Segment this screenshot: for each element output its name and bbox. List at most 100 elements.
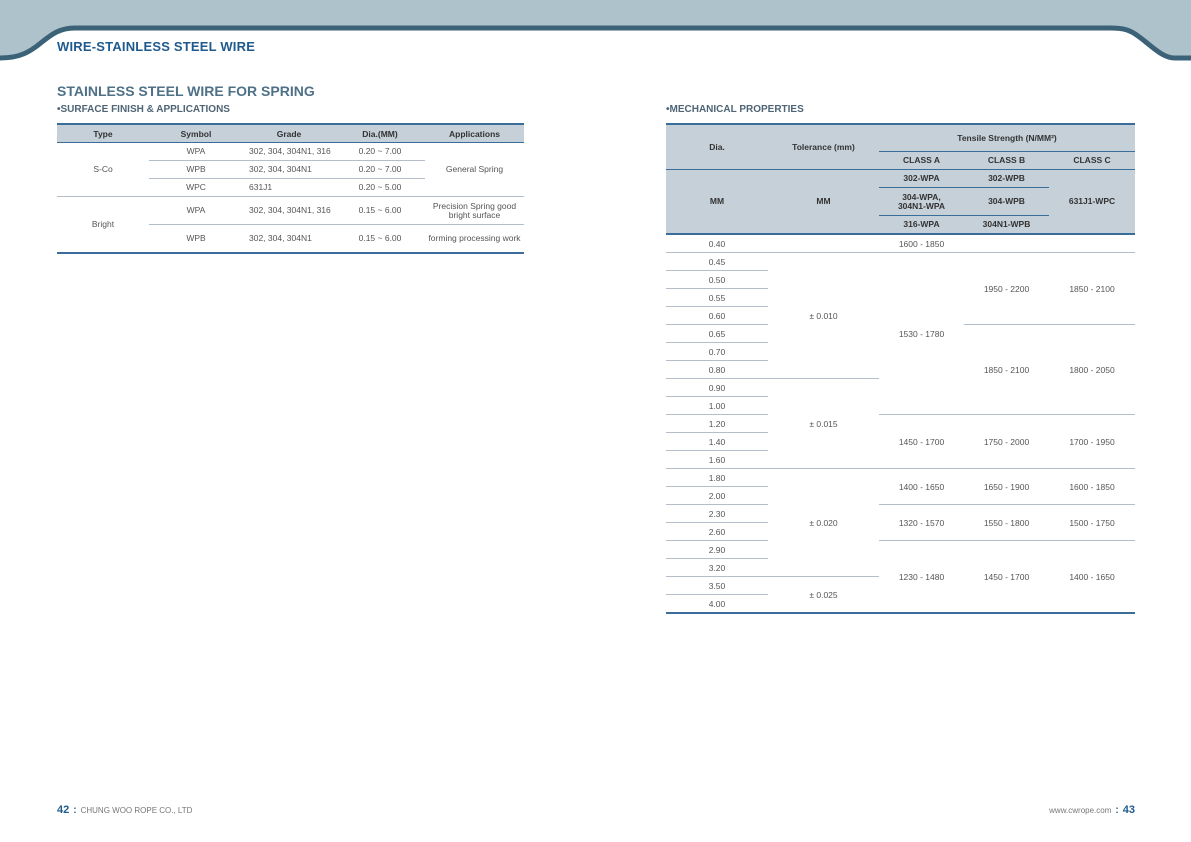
- class-a-cell: 1400 - 1650: [879, 468, 964, 505]
- dia-cell: 0.45: [666, 252, 768, 271]
- table-row: 0.90 ± 0.015: [666, 378, 1135, 469]
- tolerance-cell: ± 0.010: [768, 252, 879, 379]
- dia-cell: 0.20 ~ 5.00: [335, 178, 425, 197]
- grade-cell: 302, 304, 304N1, 316: [243, 196, 335, 225]
- footer-right: www.cwrope.com:43: [1049, 804, 1135, 816]
- grade-cell: 631J1: [243, 178, 335, 197]
- class-b-cell: 1650 - 1900: [964, 468, 1049, 505]
- table-row: 1.20 1450 - 1700 1750 - 2000 1700 - 1950: [666, 414, 1136, 469]
- dia-cell: 1.20: [666, 414, 768, 433]
- table-row: WPB 302, 304, 304N1 0.20 ~ 7.00: [57, 160, 524, 179]
- dia-cell: 0.55: [666, 288, 768, 307]
- dia-cell: 2.30: [666, 504, 768, 523]
- dia-cell: 3.20: [666, 558, 768, 577]
- col-header-tensile: Tensile Strength (N/MM²): [879, 123, 1136, 152]
- class-a-cell: 1230 - 1480: [879, 540, 964, 614]
- table-row: 2.00: [666, 486, 1135, 505]
- grade-304-wpa: 304-WPA, 304N1-WPA: [879, 187, 964, 216]
- application-cell: forming processing work: [425, 224, 524, 254]
- dia-cell: 0.90: [666, 378, 768, 397]
- symbol-cell: WPB: [149, 160, 243, 179]
- col-header-grade: Grade: [243, 123, 335, 143]
- table-row: 3.20: [666, 558, 1135, 577]
- table-row: 0.80: [666, 360, 1135, 379]
- tolerance-cell: ± 0.020: [768, 468, 879, 577]
- table-row: WPB 302, 304, 304N1 0.15 ~ 6.00 forming …: [57, 224, 524, 254]
- col-header-symbol: Symbol: [149, 123, 243, 143]
- dia-cell: 1.80: [666, 468, 768, 487]
- class-c-cell: 1700 - 1950: [1049, 414, 1136, 469]
- dia-cell: 0.80: [666, 360, 768, 379]
- tolerance-cell: ± 0.025: [768, 576, 879, 614]
- dia-cell: 4.00: [666, 594, 768, 614]
- class-c-cell: 1850 - 2100: [1049, 252, 1136, 325]
- col-header-class-c: CLASS C: [1049, 151, 1136, 170]
- class-c-cell: 1800 - 2050: [1049, 324, 1136, 415]
- class-a-cell: 1320 - 1570: [879, 504, 964, 541]
- footer-separator: :: [1115, 805, 1119, 816]
- class-b-cell: 1750 - 2000: [964, 414, 1049, 469]
- col-header-applications: Applications: [425, 123, 524, 143]
- dia-cell: 0.15 ~ 6.00: [335, 196, 425, 225]
- table-row: 2.30 1320 - 1570 1550 - 1800 1500 - 1750: [666, 504, 1136, 541]
- dia-cell: 1.40: [666, 432, 768, 451]
- symbol-cell: WPA: [149, 196, 243, 225]
- dia-cell: 0.20 ~ 7.00: [335, 160, 425, 179]
- mech-heading: •MECHANICAL PROPERTIES: [666, 104, 804, 115]
- dia-cell: 3.50: [666, 576, 768, 595]
- grade-631j1-wpc: 631J1-WPC: [1049, 169, 1136, 235]
- footer-left: 42: CHUNG WOO ROPE CO., LTD: [57, 804, 192, 816]
- dia-cell: 0.15 ~ 6.00: [335, 224, 425, 254]
- unit-mm-tolerance: MM: [768, 169, 879, 235]
- class-b-cell: [964, 234, 1049, 253]
- type-cell: Bright: [57, 196, 149, 254]
- table-row: WPC 631J1 0.20 ~ 5.00: [57, 178, 524, 197]
- table-row: 0.40 1600 - 1850: [666, 234, 1136, 253]
- table-row: 1.00: [666, 396, 1135, 415]
- dia-cell: 0.50: [666, 270, 768, 289]
- surface-heading: •SURFACE FINISH & APPLICATIONS: [57, 104, 230, 115]
- table-row: S-Co WPA 302, 304, 304N1, 316 0.20 ~ 7.0…: [57, 142, 524, 197]
- website-url: www.cwrope.com: [1049, 806, 1112, 815]
- class-b-cell: 1950 - 2200: [964, 252, 1049, 325]
- table-row: 0.45 ± 0.010 1530 - 1780 1950 - 2200 1850 - …: [666, 252, 1136, 415]
- class-a-cell: 1600 - 1850: [879, 234, 964, 253]
- class-a-cell: 1450 - 1700: [879, 414, 964, 469]
- col-header-type: Type: [57, 123, 149, 143]
- class-a-cell: 1530 - 1780: [879, 252, 964, 415]
- mech-body: 0.40 1600 - 1850 0.45 ± 0.010 1530 - 1780 195…: [666, 234, 1136, 614]
- col-header-class-a: CLASS A: [879, 151, 964, 170]
- dia-cell: 1.60: [666, 450, 768, 469]
- company-name: CHUNG WOO ROPE CO., LTD: [80, 806, 193, 815]
- tolerance-cell: ± 0.015: [768, 378, 879, 469]
- page-number-right: 43: [1122, 804, 1135, 816]
- dia-cell: 0.20 ~ 7.00: [335, 142, 425, 161]
- table-row: 0.55: [666, 288, 1135, 307]
- unit-mm-dia: MM: [666, 169, 768, 235]
- surface-finish-table: Type Symbol Grade Dia.(MM) Applications …: [57, 123, 524, 254]
- table-row: 1.60: [666, 450, 1135, 469]
- application-cell: General Spring: [425, 142, 524, 197]
- table-row: 0.65 1850 - 2100 1800 - 2050: [666, 324, 1136, 415]
- dia-cell: 0.60: [666, 306, 768, 325]
- symbol-cell: WPC: [149, 178, 243, 197]
- mechanical-properties-table: Dia. Tolerance (mm) Tensile Strength (N/…: [666, 123, 1136, 614]
- table-row: 0.60: [666, 306, 1135, 325]
- col-header-tolerance: Tolerance (mm): [768, 123, 879, 170]
- footer-separator: :: [73, 805, 77, 816]
- table-row: Bright WPA 302, 304, 304N1, 316 0.15 ~ 6…: [57, 196, 524, 254]
- dia-cell: 1.00: [666, 396, 768, 415]
- class-c-cell: [1049, 234, 1136, 253]
- page-number-left: 42: [57, 804, 70, 816]
- class-c-cell: 1600 - 1850: [1049, 468, 1136, 505]
- class-c-cell: 1500 - 1750: [1049, 504, 1136, 541]
- table-row: 0.70: [666, 342, 1135, 361]
- dia-cell: 2.00: [666, 486, 768, 505]
- class-b-cell: 1550 - 1800: [964, 504, 1049, 541]
- application-cell: Precision Spring good bright surface: [425, 196, 524, 225]
- tolerance-cell: [768, 234, 879, 253]
- grade-302-wpb: 302-WPB: [964, 169, 1049, 188]
- grade-316-wpa: 316-WPA: [879, 215, 964, 235]
- table-row: 3.50 ± 0.025: [666, 576, 1135, 614]
- table-row: 1.40: [666, 432, 1135, 451]
